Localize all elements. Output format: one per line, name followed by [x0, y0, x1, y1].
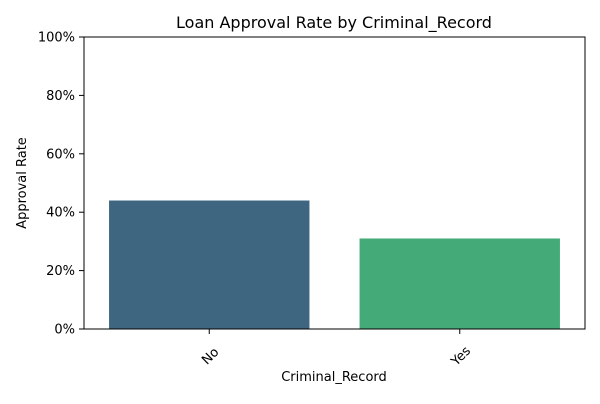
x-axis-title: Criminal_Record — [281, 370, 387, 385]
y-axis-title: Approval Rate — [15, 137, 30, 229]
y-tick-label: 80% — [46, 89, 75, 104]
y-tick-label: 60% — [46, 147, 75, 162]
y-axis: 0% 20% 40% 60% 80% 100% — [38, 31, 84, 338]
y-tick-label: 100% — [38, 31, 75, 46]
bars-layer — [109, 200, 560, 329]
x-tick-label: Yes — [448, 344, 474, 370]
chart-title: Loan Approval Rate by Criminal_Record — [176, 13, 492, 33]
y-tick-label: 20% — [46, 264, 75, 279]
y-tick-label: 0% — [54, 323, 75, 338]
plot-frame — [83, 36, 586, 330]
x-tick-label: No — [199, 345, 222, 368]
y-tick-label: 40% — [46, 206, 75, 221]
bar-yes — [359, 238, 560, 329]
x-axis: No Yes — [199, 329, 474, 370]
bar-no — [109, 200, 310, 329]
